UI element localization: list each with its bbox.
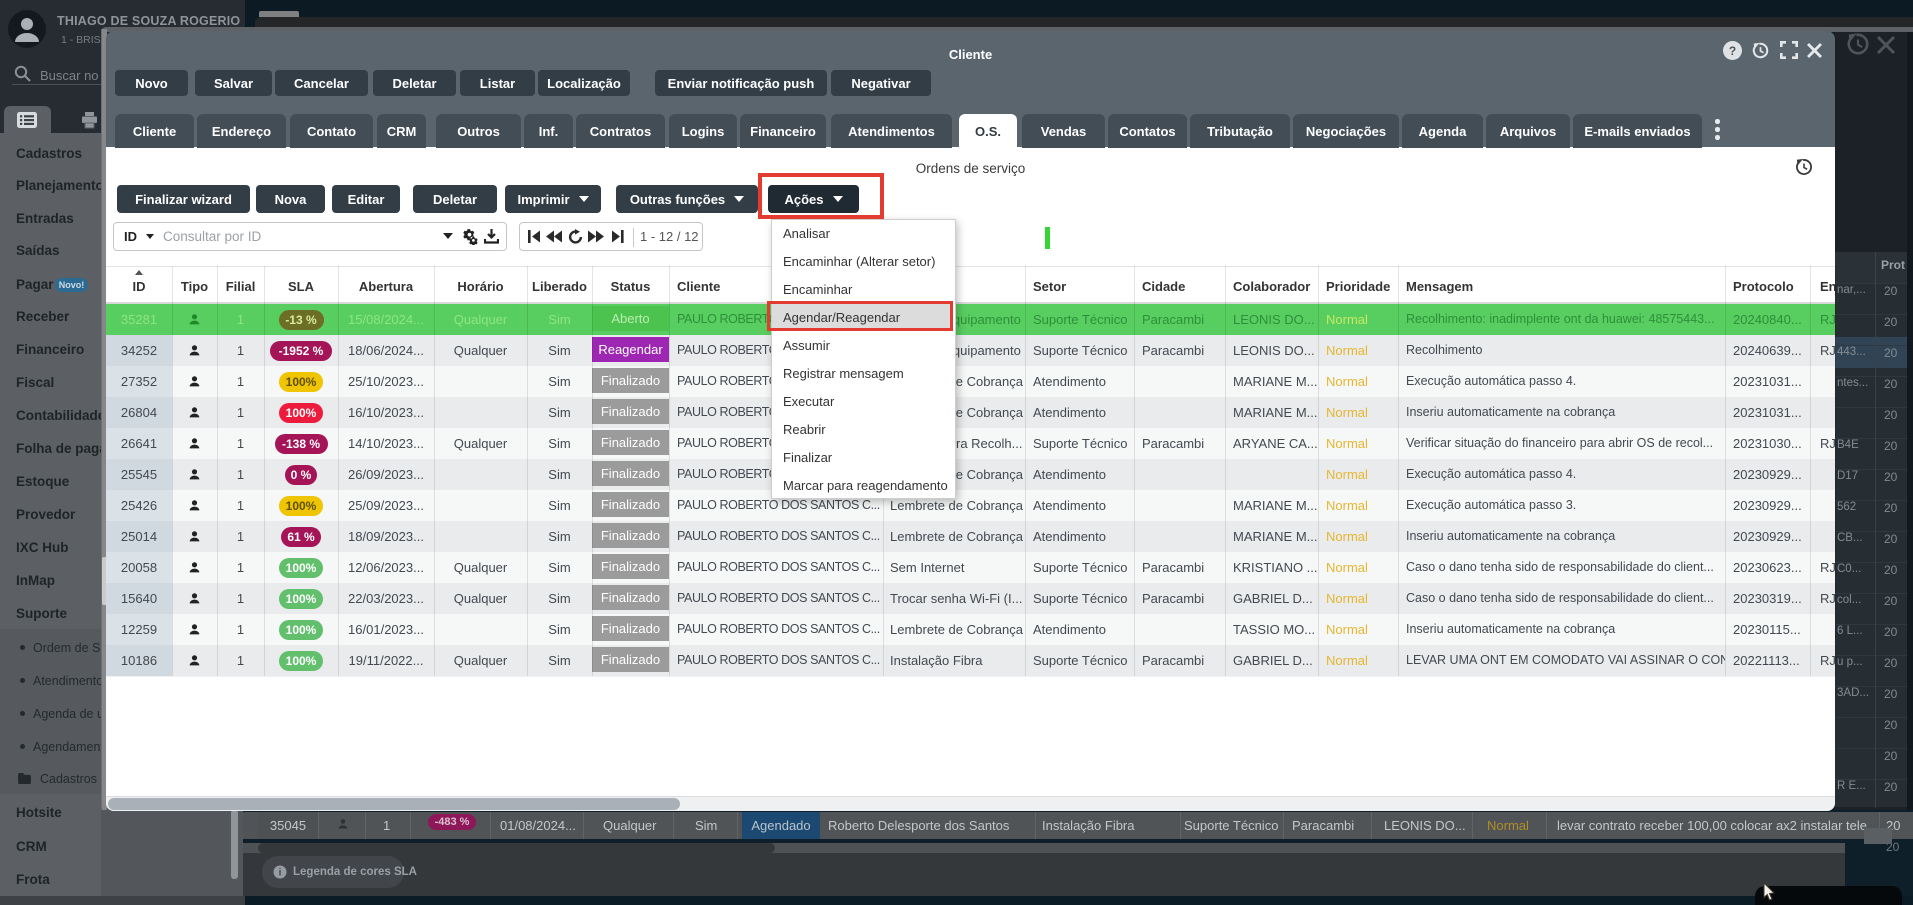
svg-text:i: i bbox=[279, 868, 282, 879]
svg-text:?: ? bbox=[1729, 44, 1736, 58]
